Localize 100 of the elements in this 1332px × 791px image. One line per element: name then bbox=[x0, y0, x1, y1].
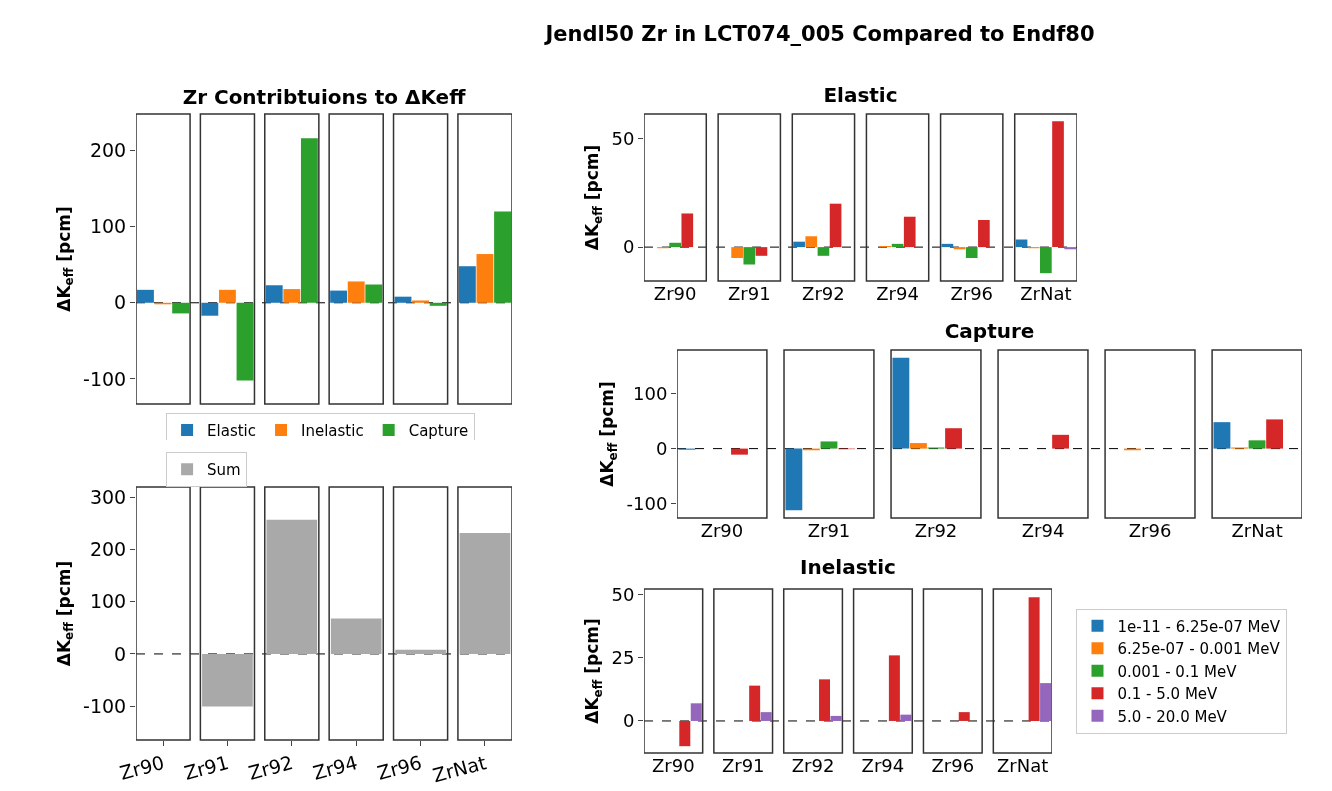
x-tick-label: ZrNat bbox=[430, 751, 489, 787]
y-tick-label: 200 bbox=[89, 139, 127, 162]
bar bbox=[749, 685, 761, 721]
bar bbox=[494, 211, 511, 303]
bar bbox=[458, 266, 476, 303]
x-tick-label: ZrNat bbox=[1020, 283, 1072, 304]
bar bbox=[1028, 597, 1040, 721]
legend-label: 0.001 - 0.1 MeV bbox=[1117, 662, 1238, 681]
x-tick-label: Zr94 bbox=[861, 755, 905, 776]
bar bbox=[266, 519, 318, 654]
x-tick-label: Zr92 bbox=[246, 751, 296, 784]
x-tick-label: Zr96 bbox=[374, 751, 425, 784]
bar bbox=[1040, 683, 1052, 721]
bar bbox=[330, 290, 348, 303]
bar bbox=[394, 296, 412, 303]
bar bbox=[793, 241, 805, 248]
bar bbox=[1213, 422, 1231, 449]
bar bbox=[218, 289, 236, 303]
bar bbox=[888, 655, 900, 721]
bar bbox=[819, 679, 831, 721]
bar bbox=[755, 247, 768, 256]
y-tick-label: 100 bbox=[633, 382, 668, 404]
bar bbox=[1052, 121, 1064, 248]
y-tick-label: 100 bbox=[89, 215, 127, 238]
bar bbox=[669, 242, 681, 248]
y-tick-label: 200 bbox=[89, 538, 127, 561]
bar bbox=[1248, 440, 1266, 449]
bar bbox=[679, 720, 691, 747]
bar bbox=[731, 448, 748, 455]
x-tick-label: Zr92 bbox=[802, 283, 845, 304]
bar bbox=[236, 302, 254, 381]
x-tick-label: Zr91 bbox=[181, 751, 231, 784]
bar bbox=[137, 289, 154, 303]
legend-label: 0.1 - 5.0 MeV bbox=[1117, 685, 1219, 704]
legend-label: 6.25e-07 - 0.001 MeV bbox=[1117, 640, 1281, 659]
bar bbox=[1064, 247, 1077, 250]
x-tick-label: Zr91 bbox=[807, 520, 851, 541]
bar bbox=[965, 247, 978, 258]
text: Jendl50 Zr in LCT074_005 Compared to Endf80 bbox=[543, 22, 1096, 46]
x-tick-label: Zr92 bbox=[791, 755, 835, 776]
bar bbox=[347, 281, 365, 303]
bar bbox=[830, 715, 842, 721]
chart-title: Capture bbox=[944, 319, 1035, 343]
bar bbox=[903, 216, 916, 248]
bar bbox=[910, 443, 927, 449]
x-tick-label: Zr94 bbox=[876, 283, 919, 304]
y-tick-label: 50 bbox=[611, 584, 635, 606]
bar bbox=[681, 213, 694, 248]
x-tick-label: ZrNat bbox=[1231, 520, 1283, 541]
bar bbox=[1040, 247, 1052, 274]
bar bbox=[978, 219, 990, 248]
y-tick-label: 50 bbox=[611, 127, 635, 149]
bar bbox=[743, 247, 756, 265]
x-tick-label: Zr90 bbox=[117, 751, 167, 784]
legend-label: 5.0 - 20.0 MeV bbox=[1117, 707, 1228, 726]
chart-title: Elastic bbox=[823, 83, 898, 107]
bar bbox=[958, 712, 970, 721]
bar bbox=[817, 247, 830, 256]
bar bbox=[892, 357, 910, 449]
x-tick-label: Zr96 bbox=[1128, 520, 1172, 541]
x-tick-label: Zr96 bbox=[931, 755, 975, 776]
bar bbox=[365, 284, 383, 303]
x-tick-label: Zr96 bbox=[950, 283, 994, 304]
x-tick-label: Zr90 bbox=[653, 283, 697, 304]
bar bbox=[459, 532, 511, 654]
x-tick-label: ZrNat bbox=[997, 755, 1049, 776]
y-tick-label: -100 bbox=[626, 492, 668, 514]
legend-label: Inelastic bbox=[301, 421, 364, 440]
bar bbox=[202, 653, 253, 707]
legend-label: Capture bbox=[408, 421, 469, 440]
x-tick-label: Zr91 bbox=[721, 755, 765, 776]
bar bbox=[760, 712, 772, 721]
bar bbox=[900, 714, 912, 721]
bar bbox=[172, 302, 190, 314]
x-tick-label: Zr90 bbox=[652, 755, 695, 776]
bar bbox=[476, 254, 494, 303]
y-tick-label: 0 bbox=[622, 236, 635, 258]
bar bbox=[1052, 434, 1069, 449]
legend-label: 1e-11 - 6.25e-07 MeV bbox=[1117, 617, 1281, 636]
bar bbox=[1266, 419, 1284, 449]
y-tick-label: 0 bbox=[114, 642, 127, 665]
bar bbox=[829, 203, 842, 248]
y-tick-label: 0 bbox=[655, 437, 668, 459]
y-tick-label: -100 bbox=[83, 694, 127, 717]
bar bbox=[283, 289, 301, 303]
bar bbox=[429, 302, 447, 306]
bar bbox=[201, 302, 219, 316]
legend-label: Sum bbox=[207, 461, 241, 480]
bar bbox=[690, 703, 702, 721]
bar bbox=[805, 236, 818, 248]
x-tick-label: Zr90 bbox=[700, 520, 744, 541]
x-tick-label: Zr92 bbox=[914, 520, 958, 541]
y-tick-label: -100 bbox=[83, 367, 127, 390]
y-tick-label: 300 bbox=[89, 486, 127, 509]
bar bbox=[820, 441, 838, 449]
bar bbox=[395, 649, 446, 654]
y-tick-label: 0 bbox=[622, 710, 635, 732]
bar bbox=[265, 285, 283, 303]
bar bbox=[300, 138, 318, 303]
bar bbox=[945, 428, 962, 449]
